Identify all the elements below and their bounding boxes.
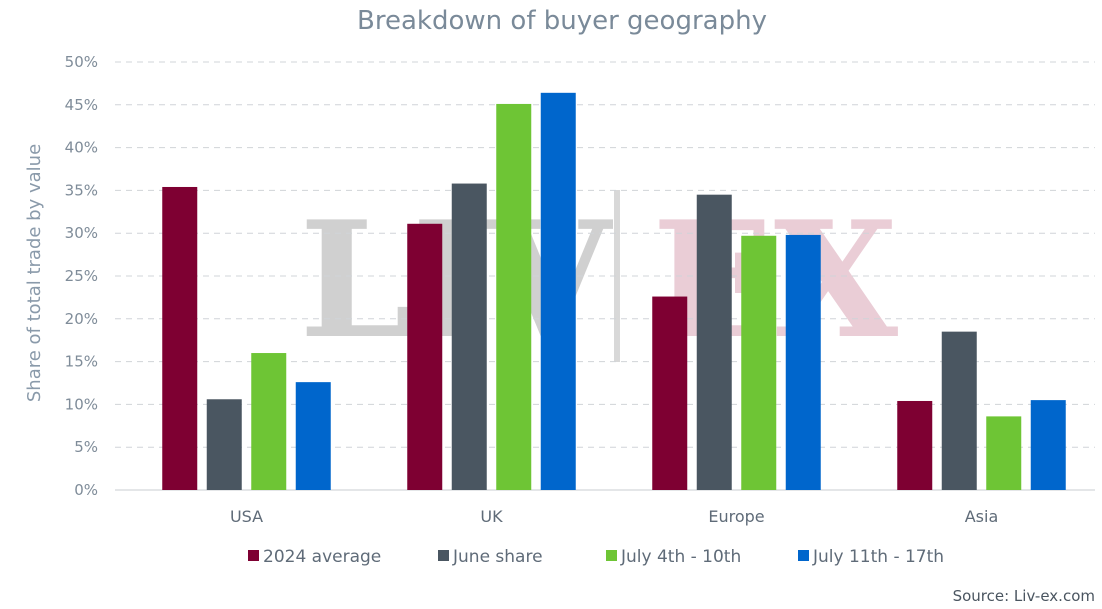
y-tick-label: 5% [74,438,98,456]
y-tick-label: 10% [65,395,98,413]
y-axis-ticks: 0% 5% 10% 15% 20% 25% 30% 35% 40% 45% 50% [65,53,98,499]
legend: 2024 average June share July 4th - 10th Jul… [248,547,944,567]
watermark-divider [614,190,620,362]
bar [986,416,1022,490]
x-category-label: UK [480,507,503,526]
bar [1030,400,1066,490]
bar [941,331,977,490]
y-tick-label: 45% [65,96,98,114]
bar [696,194,732,490]
legend-swatch [798,550,809,561]
y-tick-label: 40% [65,139,98,157]
bar [741,235,777,490]
bar [251,353,287,490]
legend-label: July 11th - 17th [812,547,944,567]
legend-item: June share [438,547,543,567]
legend-swatch [606,550,617,561]
y-tick-label: 0% [74,481,98,499]
legend-item: July 4th - 10th [606,547,741,567]
bar [451,183,487,490]
legend-swatch [438,550,449,561]
legend-label: June share [452,547,543,567]
legend-label: July 4th - 10th [620,547,741,567]
y-tick-label: 15% [65,353,98,371]
legend-item: July 11th - 17th [798,547,944,567]
legend-swatch [248,550,259,561]
bar [162,186,198,490]
bar [496,103,532,490]
y-tick-label: 35% [65,181,98,199]
legend-label: 2024 average [263,547,381,567]
chart-title: Breakdown of buyer geography [357,6,767,36]
bars [162,92,1066,490]
bar [540,92,576,490]
y-axis-label: Share of total trade by value [24,144,45,402]
x-category-label: Europe [708,507,764,526]
x-category-label: Asia [965,507,999,526]
bar [407,223,443,490]
y-tick-label: 20% [65,310,98,328]
x-axis-categories: USA UK Europe Asia [230,507,998,526]
legend-item: 2024 average [248,547,381,567]
bar [206,399,242,490]
bar [652,296,688,490]
y-tick-label: 25% [65,267,98,285]
y-tick-label: 30% [65,224,98,242]
source-note: Source: Liv-ex.com [953,587,1095,605]
bar [785,234,821,490]
bar [897,400,933,490]
bar [295,382,331,490]
x-category-label: USA [230,507,263,526]
y-tick-label: 50% [65,53,98,71]
